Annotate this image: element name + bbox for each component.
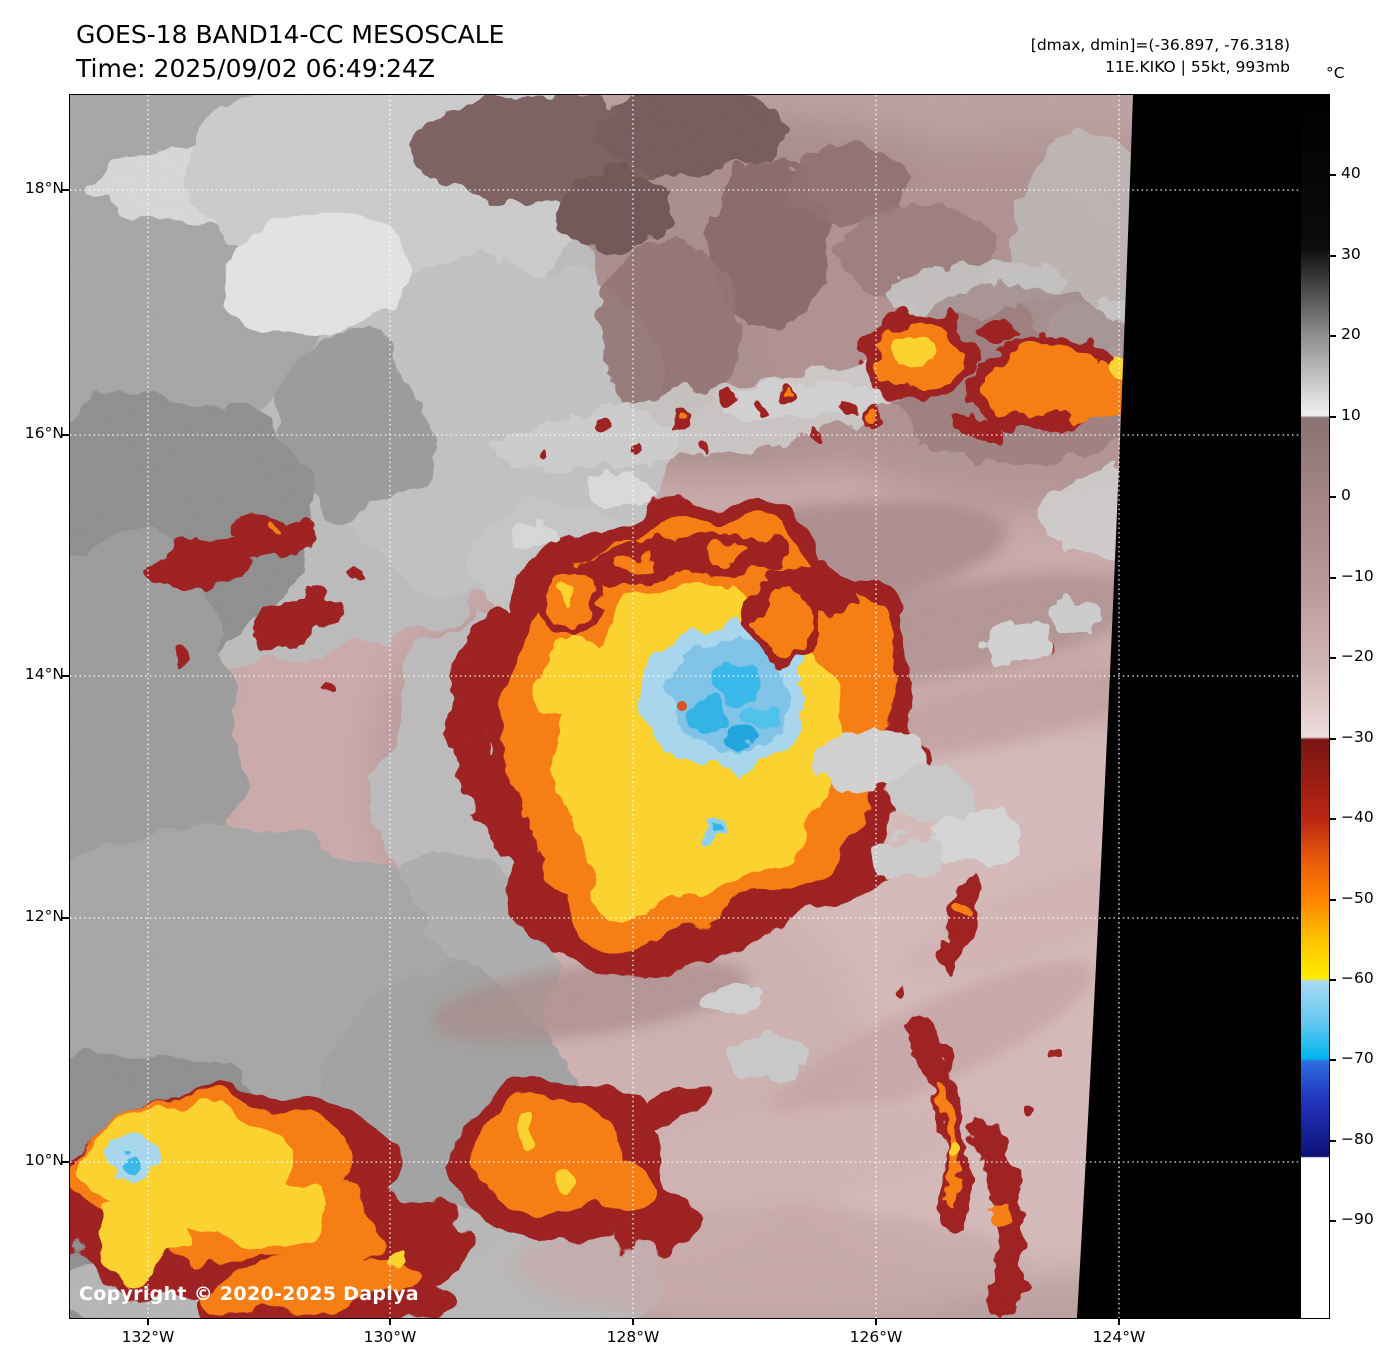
- colorbar-tick-label: −10: [1341, 567, 1374, 585]
- lat-tick: [62, 189, 69, 191]
- colorbar-gradient: [1301, 95, 1329, 1318]
- lon-tick-label: 130°W: [363, 1328, 417, 1346]
- figure-time: Time: 2025/09/02 06:49:24Z: [76, 54, 435, 83]
- colorbar-unit-label: °C: [1326, 64, 1345, 82]
- colorbar: [1300, 94, 1330, 1319]
- title-block: GOES-18 BAND14-CC MESOSCALE Time: 2025/0…: [76, 18, 504, 86]
- lon-tick-label: 124°W: [1092, 1328, 1146, 1346]
- colorbar-tick-label: −20: [1341, 647, 1374, 665]
- colorbar-tick: [1330, 496, 1336, 498]
- colorbar-tick: [1330, 1220, 1336, 1222]
- lat-tick-label: 12°N: [24, 907, 64, 925]
- lon-tick-label: 128°W: [606, 1328, 660, 1346]
- colorbar-tick-label: −40: [1341, 808, 1374, 826]
- lon-tick: [632, 1319, 634, 1325]
- satellite-map[interactable]: Copyright © 2020-2025 Dapiya: [69, 94, 1301, 1319]
- lat-tick: [62, 917, 69, 919]
- colorbar-tick: [1330, 818, 1336, 820]
- lat-tick: [62, 675, 69, 677]
- lon-tick: [875, 1319, 877, 1325]
- lat-tick: [62, 434, 69, 436]
- colorbar-tick: [1330, 979, 1336, 981]
- satellite-image-canvas: [70, 95, 1300, 1318]
- colorbar-tick: [1330, 335, 1336, 337]
- colorbar-tick: [1330, 255, 1336, 257]
- colorbar-tick-label: 10: [1341, 406, 1361, 424]
- colorbar-tick: [1330, 174, 1336, 176]
- colorbar-tick-label: −30: [1341, 728, 1374, 746]
- lat-tick-label: 16°N: [24, 424, 64, 442]
- scan-edge-black: [1077, 95, 1300, 1318]
- colorbar-tick-label: 0: [1341, 486, 1351, 504]
- lon-tick-label: 132°W: [121, 1328, 175, 1346]
- colorbar-tick: [1330, 899, 1336, 901]
- colorbar-tick-label: 40: [1341, 164, 1361, 182]
- colorbar-tick-label: −90: [1341, 1210, 1374, 1228]
- colorbar-tick-label: −80: [1341, 1130, 1374, 1148]
- colorbar-tick: [1330, 1059, 1336, 1061]
- colorbar-tick: [1330, 577, 1336, 579]
- colorbar-tick-label: −50: [1341, 889, 1374, 907]
- colorbar-tick-label: −70: [1341, 1049, 1374, 1067]
- lon-tick: [1118, 1319, 1120, 1325]
- info-block: [dmax, dmin]=(-36.897, -76.318) 11E.KIKO…: [1031, 34, 1290, 78]
- colorbar-tick: [1330, 657, 1336, 659]
- lat-tick: [62, 1161, 69, 1163]
- lon-tick: [147, 1319, 149, 1325]
- copyright: Copyright © 2020-2025 Dapiya: [79, 1283, 419, 1305]
- storm-info: 11E.KIKO | 55kt, 993mb: [1105, 58, 1290, 76]
- lon-tick-label: 126°W: [849, 1328, 903, 1346]
- figure-title: GOES-18 BAND14-CC MESOSCALE: [76, 20, 505, 49]
- colorbar-tick-label: 20: [1341, 325, 1361, 343]
- colorbar-tick: [1330, 738, 1336, 740]
- graticule: [70, 95, 1300, 1318]
- lat-tick-label: 14°N: [24, 665, 64, 683]
- colorbar-tick-label: 30: [1341, 245, 1361, 263]
- colorbar-tick-label: −60: [1341, 969, 1374, 987]
- colorbar-tick: [1330, 416, 1336, 418]
- lat-tick-label: 18°N: [24, 179, 64, 197]
- colorbar-tick: [1330, 1140, 1336, 1142]
- lat-tick-label: 10°N: [24, 1151, 64, 1169]
- dmax-dmin-readout: [dmax, dmin]=(-36.897, -76.318): [1030, 36, 1290, 54]
- lon-tick: [389, 1319, 391, 1325]
